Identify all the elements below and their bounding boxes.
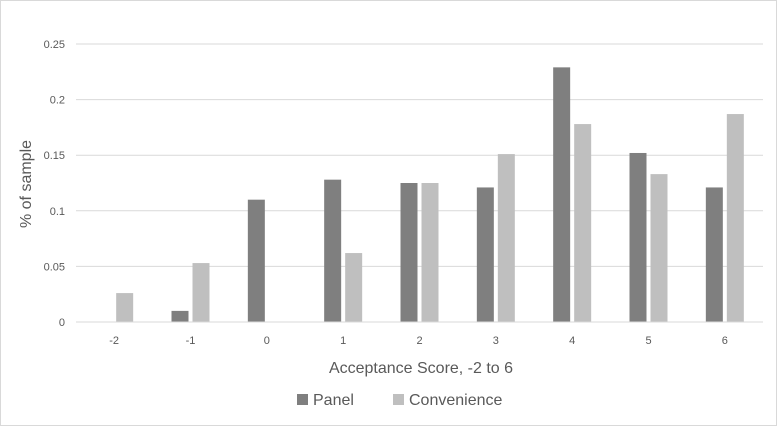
y-tick-label: 0.15 [44,150,65,162]
bar-convenience--2 [116,293,134,322]
x-axis-title: Acceptance Score, -2 to 6 [329,360,513,377]
x-axis-ticks: -2 -1 0 1 2 3 4 5 6 [109,335,728,347]
x-tick-label: -1 [186,335,196,347]
x-tick-label: 4 [569,335,575,347]
y-tick-label: 0 [59,317,65,329]
bar-convenience-5 [650,174,668,322]
legend-swatch-convenience [393,394,404,405]
y-axis-title: % of sample [18,140,35,228]
x-tick-label: 0 [264,335,270,347]
legend-label-convenience: Convenience [409,392,503,409]
y-tick-label: 0.25 [44,39,65,51]
legend-label-panel: Panel [313,392,354,409]
bar-panel-0 [247,199,265,322]
bar-panel-6 [705,187,723,322]
bar-panel-1 [324,179,342,322]
legend: Panel Convenience [297,392,503,409]
y-tick-label: 0.1 [50,206,65,218]
bar-convenience-4 [574,124,592,323]
bar-convenience--1 [192,263,210,322]
x-tick-label: -2 [109,335,119,347]
x-tick-label: 1 [340,335,346,347]
y-axis-ticks: 0 0.05 0.1 0.15 0.2 0.25 [44,39,65,329]
bar-panel-5 [629,152,647,322]
bars [116,67,744,323]
bar-convenience-3 [497,154,515,322]
x-tick-label: 2 [416,335,422,347]
bar-convenience-6 [726,114,744,322]
x-tick-label: 5 [645,335,651,347]
bar-panel--1 [171,310,189,322]
bar-panel-4 [553,67,571,323]
y-tick-label: 0.2 [50,95,65,107]
bar-convenience-1 [345,253,363,322]
bar-panel-2 [400,183,418,322]
gridlines [76,43,763,267]
bar-convenience-2 [421,183,439,322]
x-tick-label: 3 [493,335,499,347]
y-tick-label: 0.05 [44,261,65,273]
legend-swatch-panel [297,394,308,405]
bar-panel-3 [476,187,494,322]
x-tick-label: 6 [722,335,728,347]
